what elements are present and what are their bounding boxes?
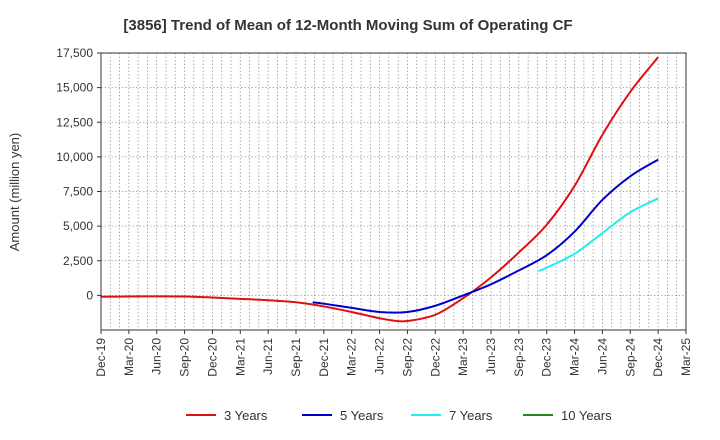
- legend-label: 7 Years: [449, 408, 493, 423]
- x-tick-label: Dec-19: [94, 338, 108, 377]
- x-tick-label: Sep-24: [623, 338, 637, 377]
- x-tick-label: Jun-21: [261, 338, 275, 375]
- legend-label: 3 Years: [224, 408, 268, 423]
- x-axis-ticks: Dec-19 Mar-20 Jun-20 Sep-20 Dec-20 Mar-21 Jun-…: [94, 330, 693, 377]
- x-tick-label: Jun-20: [150, 338, 164, 375]
- x-tick-label: Mar-23: [456, 338, 470, 376]
- y-tick-label: 10,000: [56, 150, 93, 164]
- x-tick-label: Sep-21: [289, 338, 303, 377]
- x-tick-label: Mar-21: [233, 338, 247, 376]
- x-tick-label: Sep-20: [178, 338, 192, 377]
- legend-label: 10 Years: [561, 408, 612, 423]
- y-tick-label: 15,000: [56, 81, 93, 95]
- x-tick-label: Jun-24: [595, 338, 609, 375]
- series-line: [312, 158, 659, 314]
- series-lines: [100, 56, 659, 323]
- x-tick-label: Mar-25: [679, 338, 693, 376]
- x-tick-label: Sep-23: [512, 338, 526, 377]
- y-tick-label: 5,000: [63, 219, 93, 233]
- y-tick-label: 7,500: [63, 185, 93, 199]
- y-axis-label: Amount (million yen): [7, 133, 22, 252]
- y-tick-label: 17,500: [56, 46, 93, 60]
- gridlines: [101, 53, 686, 330]
- x-tick-label: Mar-24: [568, 338, 582, 376]
- x-tick-label: Jun-23: [484, 338, 498, 375]
- legend-label: 5 Years: [340, 408, 384, 423]
- y-tick-label: 12,500: [56, 115, 93, 129]
- x-tick-label: Dec-20: [205, 338, 219, 377]
- chart-title: [3856] Trend of Mean of 12-Month Moving …: [123, 17, 572, 34]
- x-tick-label: Dec-23: [540, 338, 554, 377]
- x-tick-label: Dec-21: [317, 338, 331, 377]
- x-tick-label: Mar-20: [122, 338, 136, 376]
- y-axis-ticks: 0 2,500 5,000 7,500 10,000 12,500 15,000 17,500: [56, 46, 101, 302]
- x-tick-label: Dec-22: [428, 338, 442, 377]
- series-line: [100, 56, 659, 323]
- y-tick-label: 2,500: [63, 254, 93, 268]
- y-tick-label: 0: [86, 288, 93, 302]
- x-tick-label: Dec-24: [651, 338, 665, 377]
- series-line: [537, 197, 659, 273]
- x-tick-label: Mar-22: [345, 338, 359, 376]
- legend: 3 Years 5 Years 7 Years 10 Years: [186, 408, 612, 423]
- x-tick-label: Jun-22: [373, 338, 387, 375]
- x-tick-label: Sep-22: [400, 338, 414, 377]
